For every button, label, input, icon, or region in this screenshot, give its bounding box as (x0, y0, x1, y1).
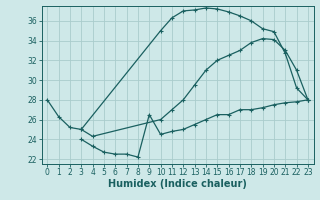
X-axis label: Humidex (Indice chaleur): Humidex (Indice chaleur) (108, 179, 247, 189)
